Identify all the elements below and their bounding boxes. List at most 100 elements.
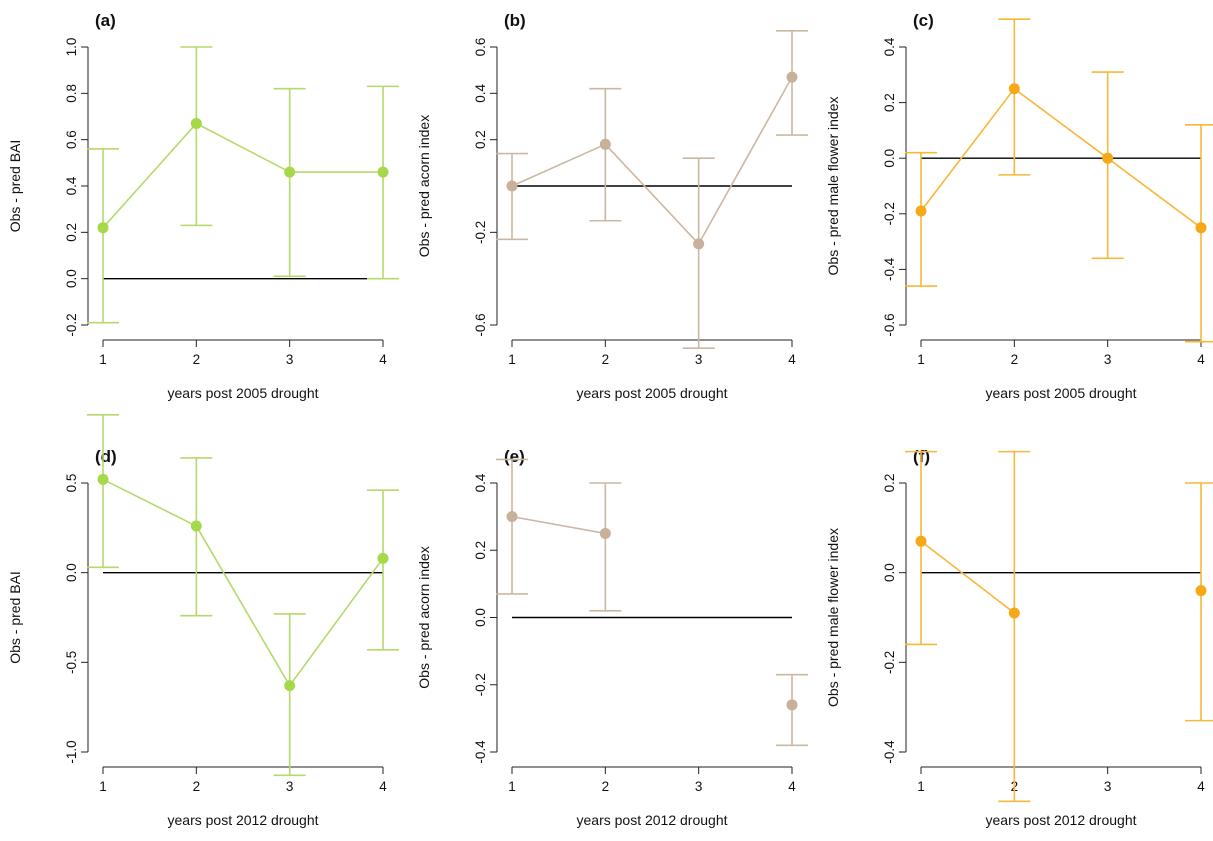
y-axis-title: Obs - pred male flower index [825,97,841,276]
data-point [786,71,798,83]
y-tick-label: -0.4 [473,740,488,764]
y-tick-label: 0.6 [473,38,488,57]
y-tick-label: -1.0 [64,740,79,763]
error-bar [367,85,399,280]
series-line-segment [604,143,700,245]
x-axis-title: years post 2005 drought [168,385,319,401]
y-tick-label: 0.4 [473,473,488,492]
x-tick-label: 3 [286,352,294,367]
y-tick-label: 0.2 [882,93,897,112]
error-bar [776,29,808,136]
chart-panel-4: (e) -0.4 -0.2 0.0 0.2 0.4 1 2 3 4 years post 2012 … [416,447,808,828]
x-axis-title: years post 2005 drought [986,385,1137,401]
series-line-segment [1013,88,1109,159]
x-tick-label: 2 [602,352,610,367]
error-bar [87,148,119,324]
x-tick-label: 1 [508,352,516,367]
data-point [915,205,927,217]
x-tick-label: 1 [917,352,925,367]
series-line-segment [102,122,197,229]
data-point [1195,585,1207,597]
series-line-segment [102,478,197,527]
error-bar [589,87,622,222]
data-point [377,552,389,564]
y-tick-label: -0.2 [882,651,897,674]
x-tick-label: 4 [1197,352,1205,367]
y-tick-label: 0.2 [473,541,488,560]
data-point [284,166,296,178]
y-tick-label: 0.2 [473,130,488,149]
data-point [190,520,202,532]
y-axis-title: Obs - pred acorn index [416,115,432,257]
data-point [786,699,798,711]
y-tick-label: -0.4 [882,740,897,764]
y-tick-label: 0.0 [64,269,79,288]
error-bar [1185,482,1213,722]
series-line-segment [289,557,384,687]
x-axis-title: years post 2005 drought [577,385,728,401]
y-tick-label: -0.2 [882,202,897,225]
y-tick-label: -0.4 [882,257,897,281]
x-tick-label: 2 [193,779,201,794]
y-tick-label: 0.2 [882,474,897,493]
data-point [915,535,927,547]
series-line-segment [697,76,793,245]
x-tick-label: 3 [1104,352,1112,367]
series-line-segment [920,540,1015,614]
data-point [1102,152,1114,164]
x-tick-label: 1 [99,352,107,367]
data-point [506,180,518,192]
x-axis-title: years post 2012 drought [577,812,728,828]
data-point [1195,222,1207,234]
error-bar [589,482,622,612]
y-tick-label: 1.0 [64,38,79,57]
x-tick-label: 4 [788,352,796,367]
x-tick-label: 4 [1197,779,1205,794]
chart-panel-2: (c) -0.6 -0.4 -0.2 0.0 0.2 0.4 1 2 3 4 years post 2… [825,11,1213,401]
error-bar [273,87,306,278]
error-bar [273,613,306,777]
error-bar [87,414,119,569]
x-tick-label: 1 [99,779,107,794]
x-tick-label: 2 [1011,352,1019,367]
x-tick-label: 3 [695,779,703,794]
data-point [1008,607,1020,619]
x-tick-label: 3 [695,352,703,367]
data-point [693,238,705,250]
y-tick-label: -0.6 [473,313,488,336]
error-bar [180,46,213,227]
chart-panel-3: (d) -1.0 -0.5 0.0 0.5 1 2 3 4 years post 2012 dro… [7,414,399,828]
x-tick-label: 4 [379,352,387,367]
series-line-segment [1107,157,1202,229]
y-tick-label: 0.4 [473,83,488,102]
data-point [599,138,611,150]
error-bar [905,450,937,646]
error-bar [682,157,715,349]
y-tick-label: -0.6 [882,313,897,336]
panel-label: (d) [95,447,117,466]
series-line-segment [511,515,606,535]
y-tick-label: 0.4 [64,176,79,195]
error-bar [496,458,528,595]
y-tick-label: -0.5 [64,651,79,674]
error-bar [1185,124,1213,343]
panel-label: (b) [504,11,526,30]
y-tick-label: 0.4 [882,37,897,56]
y-tick-label: -0.2 [64,313,79,336]
y-axis-title: Obs - pred male flower index [825,528,841,707]
error-bar [1091,71,1124,260]
error-bar [496,152,528,241]
data-point [97,222,109,234]
y-tick-label: 0.8 [64,84,79,103]
error-bar [180,457,213,617]
y-tick-label: -0.2 [473,673,488,696]
panel-label: (a) [95,11,116,30]
data-point [377,166,389,178]
data-point [97,473,109,485]
x-axis-title: years post 2012 drought [986,812,1137,828]
error-bar [905,151,937,287]
x-tick-label: 2 [602,779,610,794]
data-point [506,511,518,523]
x-tick-label: 2 [193,352,201,367]
